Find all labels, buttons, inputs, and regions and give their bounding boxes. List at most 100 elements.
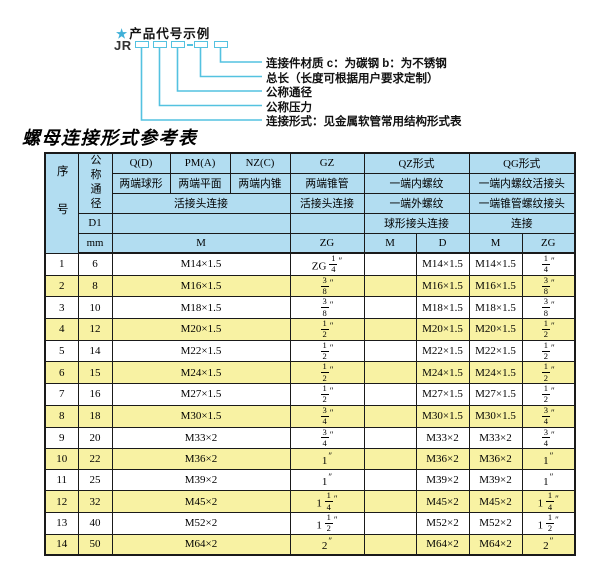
table-row: 1 6 M14×1.5 ZG 1 4 ″ M14×1.5 M14×1.5 1 4 ″	[44, 252, 576, 276]
cell-mm: 32	[77, 490, 113, 513]
cell-no: 2	[44, 274, 79, 298]
header-empty-gz	[289, 212, 365, 234]
cell-qg_m: M18×1.5	[468, 296, 523, 320]
cell-mm: 22	[77, 448, 113, 471]
cell-qg_m: M24×1.5	[468, 361, 523, 385]
cell-qz_d: M52×2	[415, 511, 470, 535]
cell-qz_d: M27×1.5	[415, 383, 470, 406]
cell-qz_m	[363, 404, 417, 428]
cell-qg_zg: 3 8 ″	[521, 274, 576, 298]
cell-qg_zg: 1 2 ″	[521, 383, 576, 406]
cell-qz_m	[363, 318, 417, 341]
nut-connection-table: 序号 公称通径 Q(D) PM(A) NZ(C) GZ QZ形式 QG形式 两端…	[44, 152, 577, 557]
cell-qg_m: M14×1.5	[468, 252, 523, 276]
cell-no: 8	[44, 404, 79, 428]
table-body: 1 6 M14×1.5 ZG 1 4 ″ M14×1.5 M14×1.5 1 4 ″ 2 8 M16×1.…	[44, 252, 576, 556]
cell-no: 13	[44, 511, 79, 535]
cell-qz_d: M39×2	[415, 469, 470, 492]
code-box-4	[193, 41, 208, 48]
star-icon: ★	[116, 27, 129, 41]
cell-gz: 1″	[289, 448, 365, 471]
cell-qz_d: M24×1.5	[415, 361, 470, 385]
table-row: 2 8 M16×1.5 3 8 ″ M16×1.5 M16×1.5 3 8 ″	[44, 274, 576, 298]
cell-qz_d: M64×2	[415, 533, 470, 556]
cell-gz: 3 8 ″	[289, 296, 365, 320]
cell-qg_m: M45×2	[468, 490, 523, 513]
table-row: 9 20 M33×2 3 4 ″ M33×2 M33×2 3 4 ″	[44, 426, 576, 450]
cell-gz: 3 8 ″	[289, 274, 365, 298]
header-union-joint: 活接头连接	[111, 192, 291, 214]
header-empty-q-group	[111, 212, 291, 234]
cell-mm: 8	[77, 274, 113, 298]
cell-qg_zg: 1 1 2 ″	[521, 511, 576, 535]
cell-qg_m: M22×1.5	[468, 339, 523, 363]
header-m: M	[111, 232, 291, 254]
cell-qz_m	[363, 252, 417, 276]
header-gz-union-joint: 活接头连接	[289, 192, 365, 214]
header-gz-sub: 两端锥管	[289, 172, 365, 194]
cell-m: M22×1.5	[111, 339, 291, 363]
cell-mm: 12	[77, 318, 113, 341]
header-qg-zg: ZG	[521, 232, 576, 254]
cell-qz_m	[363, 383, 417, 406]
table-row: 10 22 M36×2 1″ M36×2 M36×2 1″	[44, 448, 576, 471]
cell-qz_d: M22×1.5	[415, 339, 470, 363]
cell-gz: 3 4 ″	[289, 404, 365, 428]
header-nz: NZ(C)	[229, 152, 291, 174]
table-row: 3 10 M18×1.5 3 8 ″ M18×1.5 M18×1.5 3 8 ″	[44, 296, 576, 320]
cell-gz: 1 2 ″	[289, 318, 365, 341]
product-code-prefix: JR	[114, 38, 132, 53]
cell-qz_d: M18×1.5	[415, 296, 470, 320]
cell-mm: 10	[77, 296, 113, 320]
cell-qg_m: M20×1.5	[468, 318, 523, 341]
table-row: 4 12 M20×1.5 1 2 ″ M20×1.5 M20×1.5 1 2 ″	[44, 318, 576, 341]
cell-gz: 2″	[289, 533, 365, 556]
cell-m: M16×1.5	[111, 274, 291, 298]
cell-qg_m: M33×2	[468, 426, 523, 450]
cell-no: 12	[44, 490, 79, 513]
header-qg-sub1: 一端内螺纹活接头	[468, 172, 576, 194]
label-connection-form: 连接形式：见金属软管常用结构形式表	[266, 116, 462, 128]
cell-gz: 3 4 ″	[289, 426, 365, 450]
cell-qg_zg: 1″	[521, 448, 576, 471]
header-q-sub: 两端球形	[111, 172, 171, 194]
cell-m: M39×2	[111, 469, 291, 492]
cell-gz: 1 2 ″	[289, 383, 365, 406]
cell-qz_m	[363, 361, 417, 385]
header-d1: D1	[77, 212, 113, 234]
header-nz-sub: 两端内锥	[229, 172, 291, 194]
cell-qz_m	[363, 274, 417, 298]
cell-no: 3	[44, 296, 79, 320]
diagram-heading-text: 产品代号示例	[129, 27, 211, 41]
cell-mm: 20	[77, 426, 113, 450]
table-row: 8 18 M30×1.5 3 4 ″ M30×1.5 M30×1.5 3 4 ″	[44, 404, 576, 428]
cell-qg_zg: 1 2 ″	[521, 339, 576, 363]
cell-no: 4	[44, 318, 79, 341]
code-box-3	[171, 41, 185, 48]
cell-qg_zg: 3 8 ″	[521, 296, 576, 320]
cell-qg_m: M64×2	[468, 533, 523, 556]
cell-qg_m: M39×2	[468, 469, 523, 492]
cell-m: M52×2	[111, 511, 291, 535]
cell-qz_d: M36×2	[415, 448, 470, 471]
cell-qg_zg: 3 4 ″	[521, 404, 576, 428]
table-row: 11 25 M39×2 1″ M39×2 M39×2 1″	[44, 469, 576, 492]
cell-qz_m	[363, 339, 417, 363]
cell-mm: 50	[77, 533, 113, 556]
header-mm: mm	[77, 232, 113, 254]
header-q: Q(D)	[111, 152, 171, 174]
cell-no: 14	[44, 533, 79, 556]
label-total-length: 总长（长度可根据用户要求定制）	[266, 72, 439, 85]
cell-no: 5	[44, 339, 79, 363]
cell-qz_m	[363, 469, 417, 492]
cell-qg_m: M16×1.5	[468, 274, 523, 298]
cell-qg_zg: 1″	[521, 469, 576, 492]
label-nominal-pressure: 公称压力	[266, 101, 312, 114]
cell-qg_zg: 1 1 4 ″	[521, 490, 576, 513]
cell-no: 9	[44, 426, 79, 450]
cell-mm: 14	[77, 339, 113, 363]
code-dash	[186, 44, 193, 46]
cell-qg_zg: 3 4 ″	[521, 426, 576, 450]
cell-gz: ZG 1 4 ″	[289, 252, 365, 276]
cell-no: 11	[44, 469, 79, 492]
